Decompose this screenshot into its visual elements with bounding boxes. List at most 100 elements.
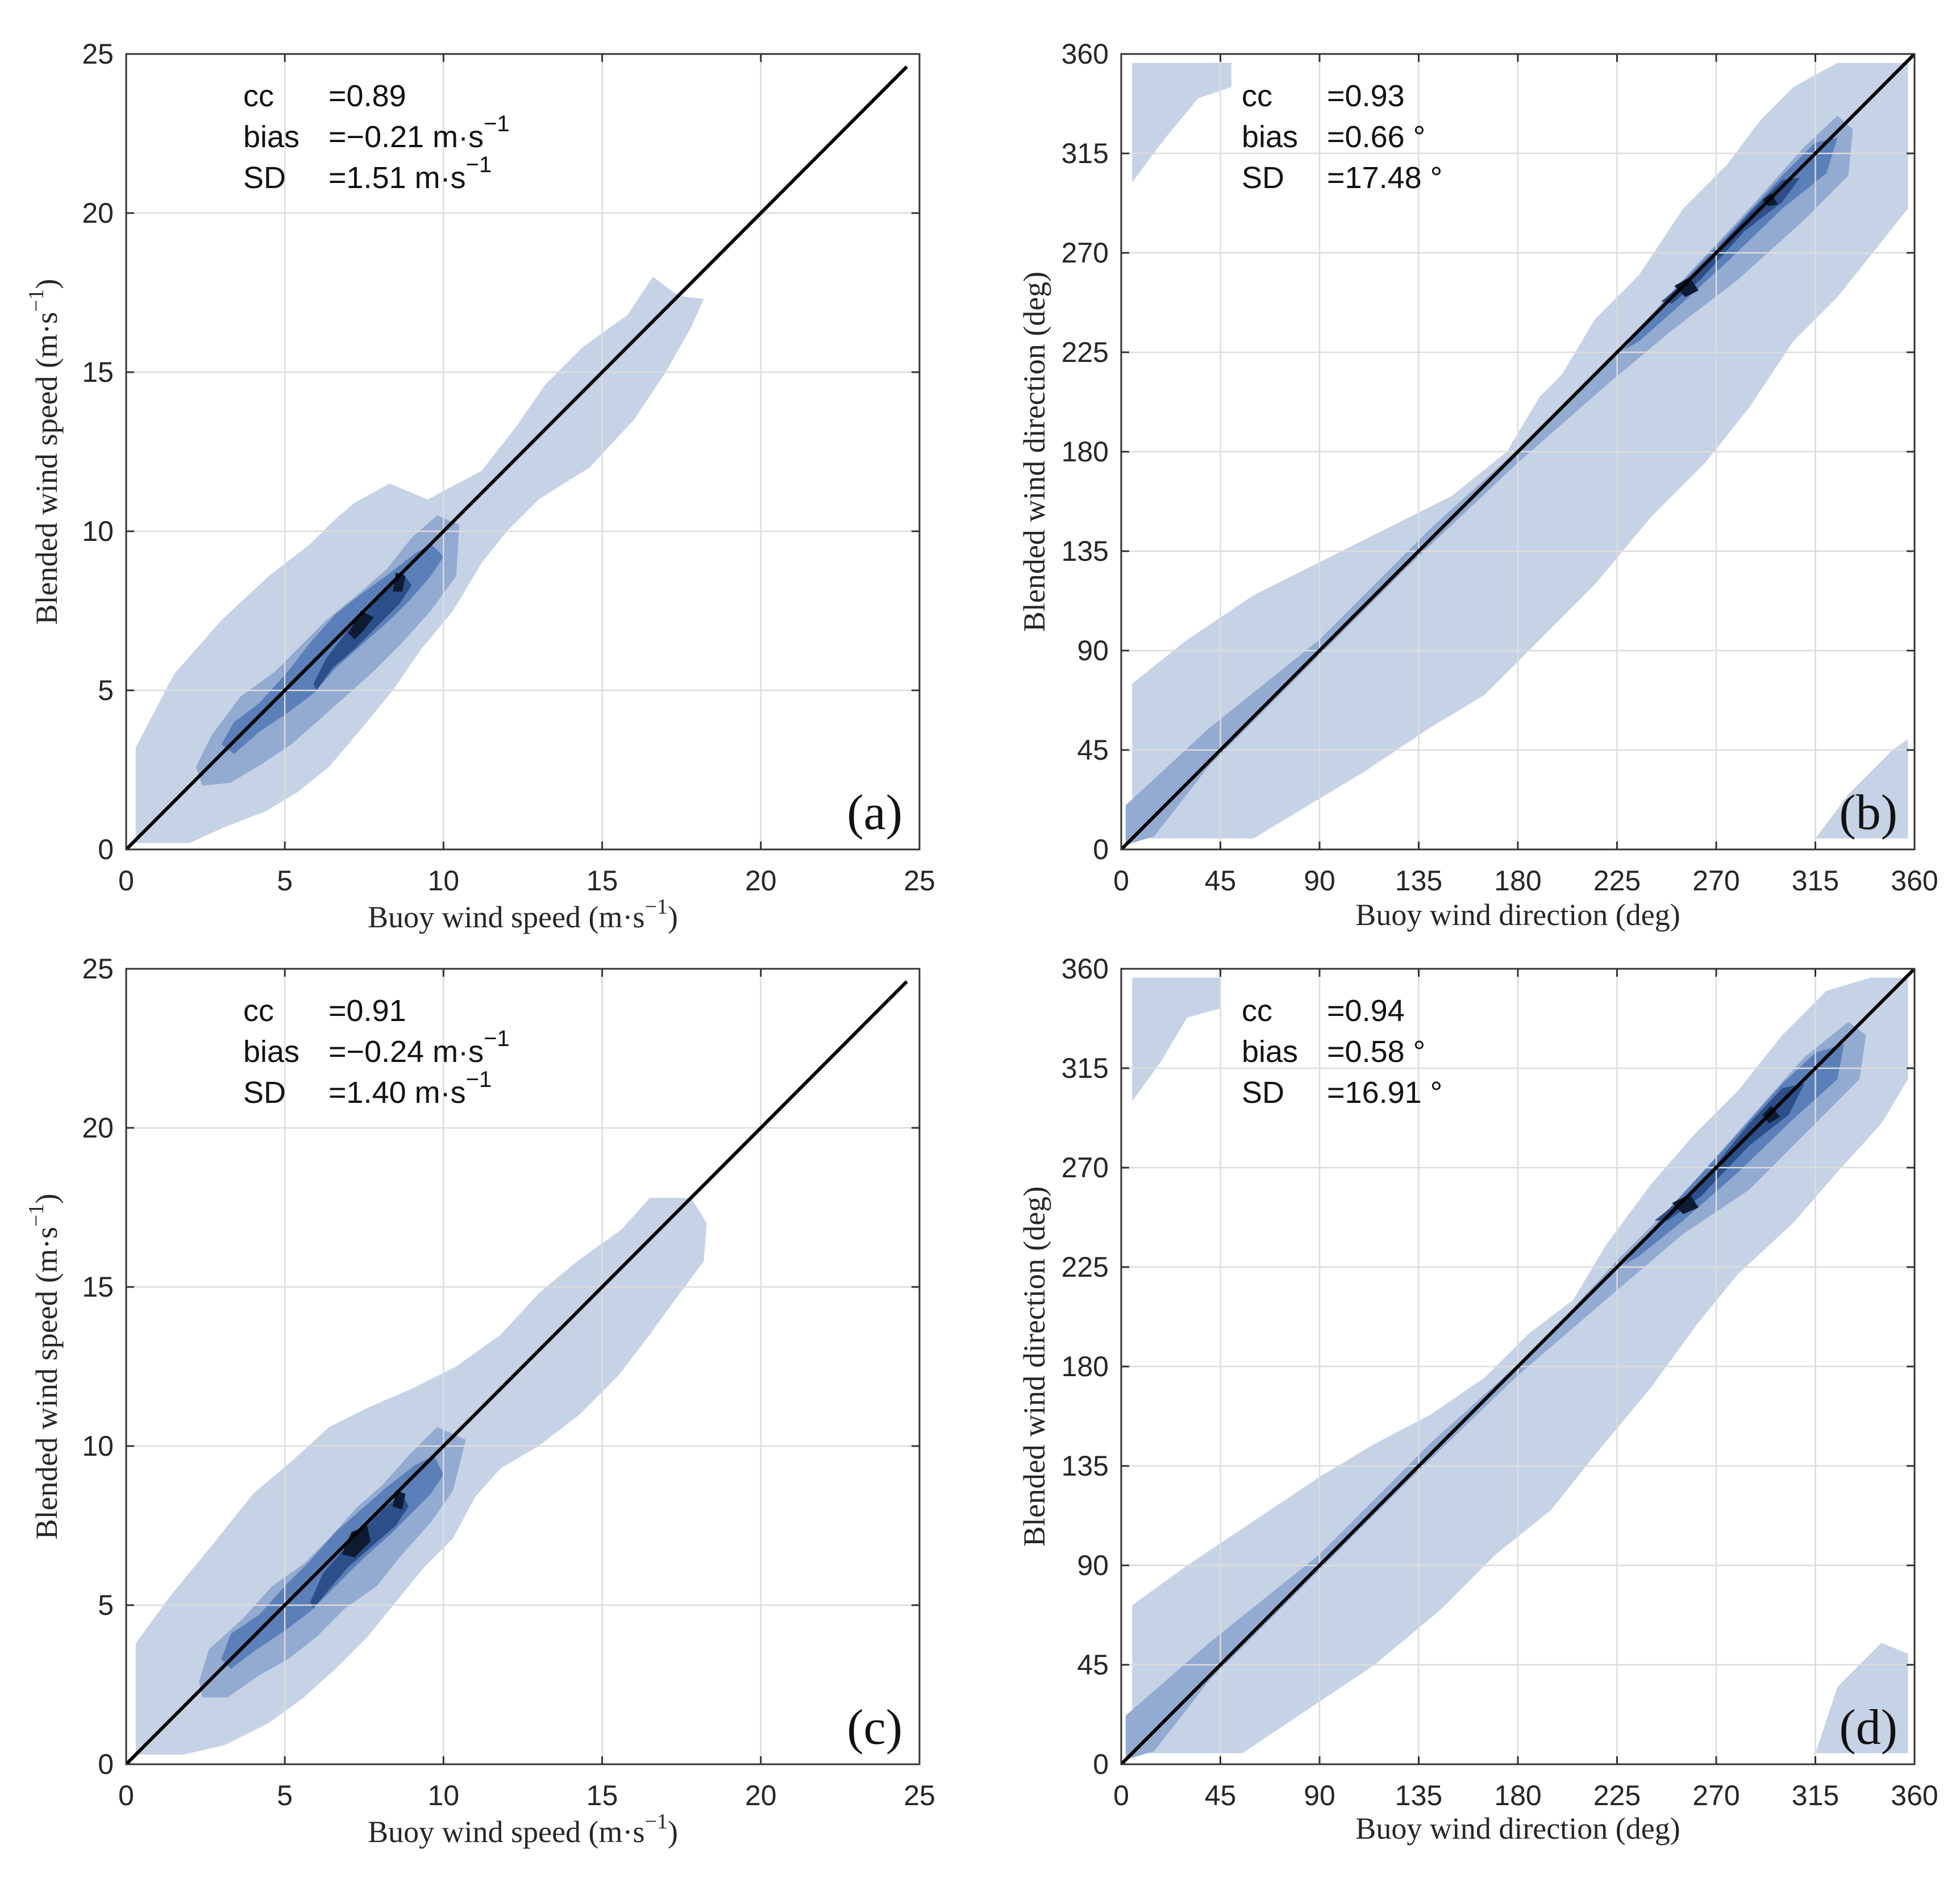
- x-tick-label: 45: [1205, 865, 1237, 897]
- x-tick-label: 135: [1395, 865, 1442, 897]
- stat-value-SD: =1.40 m·s−1: [328, 1067, 492, 1110]
- y-tick-label: 360: [1062, 38, 1109, 70]
- stat-value-cc: =0.94: [1327, 994, 1405, 1028]
- y-axis-label: Blended wind speed (m·s−1): [24, 1194, 64, 1540]
- gridlines: [126, 969, 919, 1764]
- density-level-5-region: [342, 1526, 371, 1557]
- y-tick-label: 0: [98, 834, 114, 865]
- x-tick-label: 270: [1692, 865, 1740, 897]
- stat-name-cc: cc: [243, 79, 274, 113]
- x-axis-label: Buoy wind direction (deg): [1355, 1811, 1680, 1845]
- one-to-one-line: [126, 980, 908, 1764]
- density-level-1-region: [1815, 739, 1908, 839]
- y-axis-label: Blended wind direction (deg): [1017, 1186, 1051, 1547]
- y-tick-label: 20: [82, 197, 114, 229]
- y-tick-label: 360: [1062, 953, 1109, 985]
- x-tick-label: 360: [1891, 865, 1938, 897]
- x-tick-label: 20: [745, 865, 777, 897]
- stat-value-bias: =−0.24 m·s−1: [328, 1026, 510, 1069]
- x-tick-label: 0: [118, 1780, 134, 1811]
- y-tick-label: 135: [1062, 1450, 1109, 1482]
- y-tick-label: 10: [82, 1430, 114, 1462]
- stat-name-bias: bias: [1242, 1035, 1298, 1069]
- x-tick-label: 135: [1395, 1780, 1442, 1811]
- y-tick-label: 315: [1062, 138, 1109, 169]
- chart-panel-2: 0 45 90 135 180 225 270 315 360 0 45 90 135 180 225 270…: [1017, 38, 1938, 932]
- y-tick-label: 5: [98, 1589, 114, 1621]
- x-tick-label: 10: [428, 1780, 460, 1811]
- y-tick-label: 225: [1062, 336, 1109, 368]
- y-tick-label: 90: [1077, 635, 1109, 666]
- y-tick-label: 45: [1077, 1649, 1109, 1681]
- x-axis-label: Buoy wind speed (m·s−1): [368, 895, 678, 934]
- density-level-5-region: [1672, 1194, 1699, 1214]
- y-tick-label: 15: [82, 356, 114, 388]
- x-tick-label: 270: [1692, 1780, 1740, 1811]
- stat-value-cc: =0.91: [328, 994, 406, 1028]
- y-tick-label: 225: [1062, 1251, 1109, 1283]
- x-tick-label: 90: [1304, 1780, 1335, 1811]
- x-tick-label: 45: [1205, 1780, 1237, 1811]
- x-tick-label: 225: [1593, 865, 1641, 897]
- x-tick-label: 360: [1891, 1780, 1938, 1811]
- stat-value-SD: =1.51 m·s−1: [328, 152, 492, 195]
- x-tick-label: 10: [428, 865, 460, 897]
- panel-label: (a): [847, 785, 902, 840]
- x-tick-label: 180: [1494, 1780, 1541, 1811]
- stat-value-cc: =0.93: [1327, 79, 1405, 113]
- y-tick-label: 180: [1062, 436, 1109, 468]
- x-tick-label: 180: [1494, 865, 1541, 897]
- stat-name-bias: bias: [1242, 120, 1298, 154]
- stat-value-bias: =−0.21 m·s−1: [328, 111, 510, 154]
- chart-panel-4: 0 45 90 135 180 225 270 315 360 0 45 90 135 180 225 270…: [1017, 953, 1938, 1845]
- stat-name-SD: SD: [243, 161, 286, 195]
- stat-name-cc: cc: [1242, 994, 1272, 1028]
- axes-frame: [125, 968, 921, 1765]
- one-to-one-line: [1121, 54, 1915, 849]
- stat-value-bias: =0.66 °: [1327, 120, 1425, 154]
- x-tick-label: 0: [1113, 865, 1129, 897]
- x-tick-label: 25: [904, 865, 935, 897]
- density-level-1-region: [1132, 63, 1231, 182]
- one-to-one-line: [126, 65, 908, 849]
- y-tick-label: 15: [82, 1271, 114, 1303]
- x-axis-label: Buoy wind direction (deg): [1355, 898, 1680, 932]
- stat-value-SD: =17.48 °: [1327, 161, 1442, 195]
- density-level-5-region: [1674, 277, 1699, 297]
- stat-value-SD: =16.91 °: [1327, 1076, 1442, 1110]
- y-tick-label: 315: [1062, 1052, 1109, 1084]
- y-axis-label: Blended wind speed (m·s−1): [24, 279, 64, 625]
- y-tick-label: 10: [82, 515, 114, 547]
- stat-name-bias: bias: [243, 120, 299, 154]
- y-tick-label: 0: [1093, 834, 1109, 865]
- x-tick-label: 0: [118, 865, 134, 897]
- stat-name-SD: SD: [1242, 1076, 1284, 1110]
- y-tick-label: 25: [82, 953, 114, 985]
- chart-panel-3: 0 5 10 15 20 25 0 5 10 15 20 25 Buoy wind speed (m·s…: [24, 953, 935, 1849]
- x-tick-label: 0: [1113, 1780, 1129, 1811]
- x-tick-label: 20: [745, 1780, 777, 1811]
- chart-panel-1: 0 5 10 15 20 25 0 5 10 15 20 25 Buoy wind speed (m·s…: [24, 38, 935, 934]
- y-tick-label: 5: [98, 674, 114, 706]
- stat-value-bias: =0.58 °: [1327, 1035, 1425, 1069]
- stat-name-cc: cc: [243, 994, 274, 1028]
- y-tick-label: 45: [1077, 734, 1109, 766]
- density-level-5-region: [348, 611, 374, 640]
- stat-name-cc: cc: [1242, 79, 1272, 113]
- one-to-one-line: [1121, 969, 1915, 1764]
- x-tick-label: 315: [1792, 865, 1839, 897]
- x-tick-label: 315: [1792, 1780, 1839, 1811]
- y-tick-label: 0: [98, 1748, 114, 1780]
- panel-label: (c): [847, 1700, 902, 1755]
- y-tick-label: 20: [82, 1112, 114, 1144]
- gridlines: [126, 54, 919, 849]
- x-tick-label: 15: [586, 1780, 618, 1811]
- y-tick-label: 270: [1062, 1152, 1109, 1184]
- x-tick-label: 225: [1593, 1780, 1641, 1811]
- panel-label: (b): [1839, 785, 1897, 840]
- x-tick-label: 25: [904, 1780, 935, 1811]
- x-tick-label: 15: [586, 865, 618, 897]
- y-tick-label: 135: [1062, 535, 1109, 567]
- y-axis-label: Blended wind direction (deg): [1017, 272, 1051, 632]
